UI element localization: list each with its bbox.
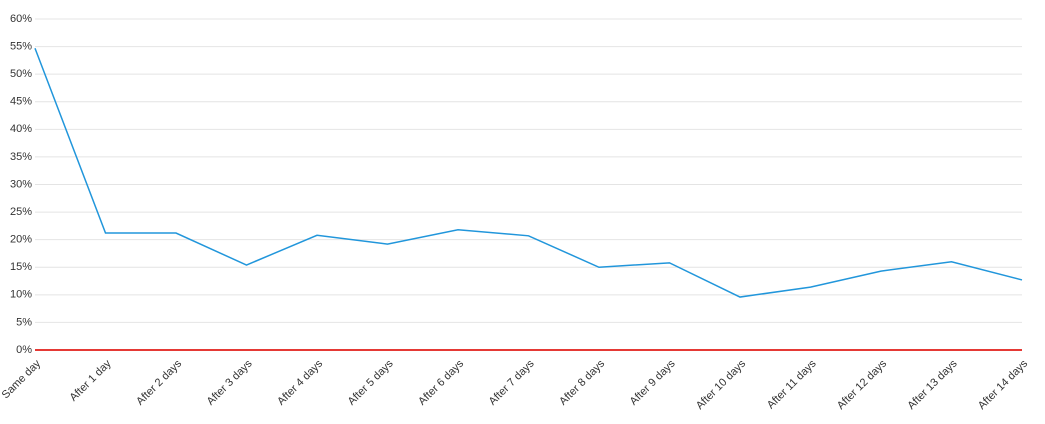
x-tick-label: After 13 days	[905, 357, 960, 412]
y-tick-label: 60%	[10, 13, 32, 25]
y-tick-label: 5%	[16, 316, 32, 328]
y-tick-label: 45%	[10, 96, 32, 108]
x-tick-label: After 10 days	[694, 357, 749, 412]
x-tick-label: After 2 days	[134, 357, 184, 407]
y-tick-label: 0%	[16, 344, 32, 356]
x-tick-label: Same day	[0, 357, 44, 401]
y-tick-label: 55%	[10, 40, 32, 52]
y-tick-label: 30%	[10, 178, 32, 190]
x-tick-label: After 5 days	[346, 357, 396, 407]
x-tick-label: After 12 days	[835, 357, 890, 412]
y-tick-label: 15%	[10, 261, 32, 273]
y-tick-label: 35%	[10, 151, 32, 163]
x-tick-label: After 4 days	[275, 357, 325, 407]
x-tick-label: After 6 days	[416, 357, 466, 407]
line-series	[34, 47, 1023, 298]
y-tick-label: 40%	[10, 123, 32, 135]
x-tick-label: After 3 days	[205, 357, 255, 407]
x-tick-label: After 8 days	[557, 357, 607, 407]
x-tick-label: After 14 days	[976, 357, 1031, 412]
x-tick-label: After 11 days	[765, 357, 819, 411]
y-tick-label: 20%	[10, 234, 32, 246]
x-tick-label: After 9 days	[628, 357, 678, 407]
x-tick-label: After 7 days	[487, 357, 537, 407]
y-tick-label: 25%	[10, 206, 32, 218]
x-tick-label: After 1 day	[68, 357, 114, 403]
y-tick-label: 10%	[10, 289, 32, 301]
y-tick-label: 50%	[10, 68, 32, 80]
